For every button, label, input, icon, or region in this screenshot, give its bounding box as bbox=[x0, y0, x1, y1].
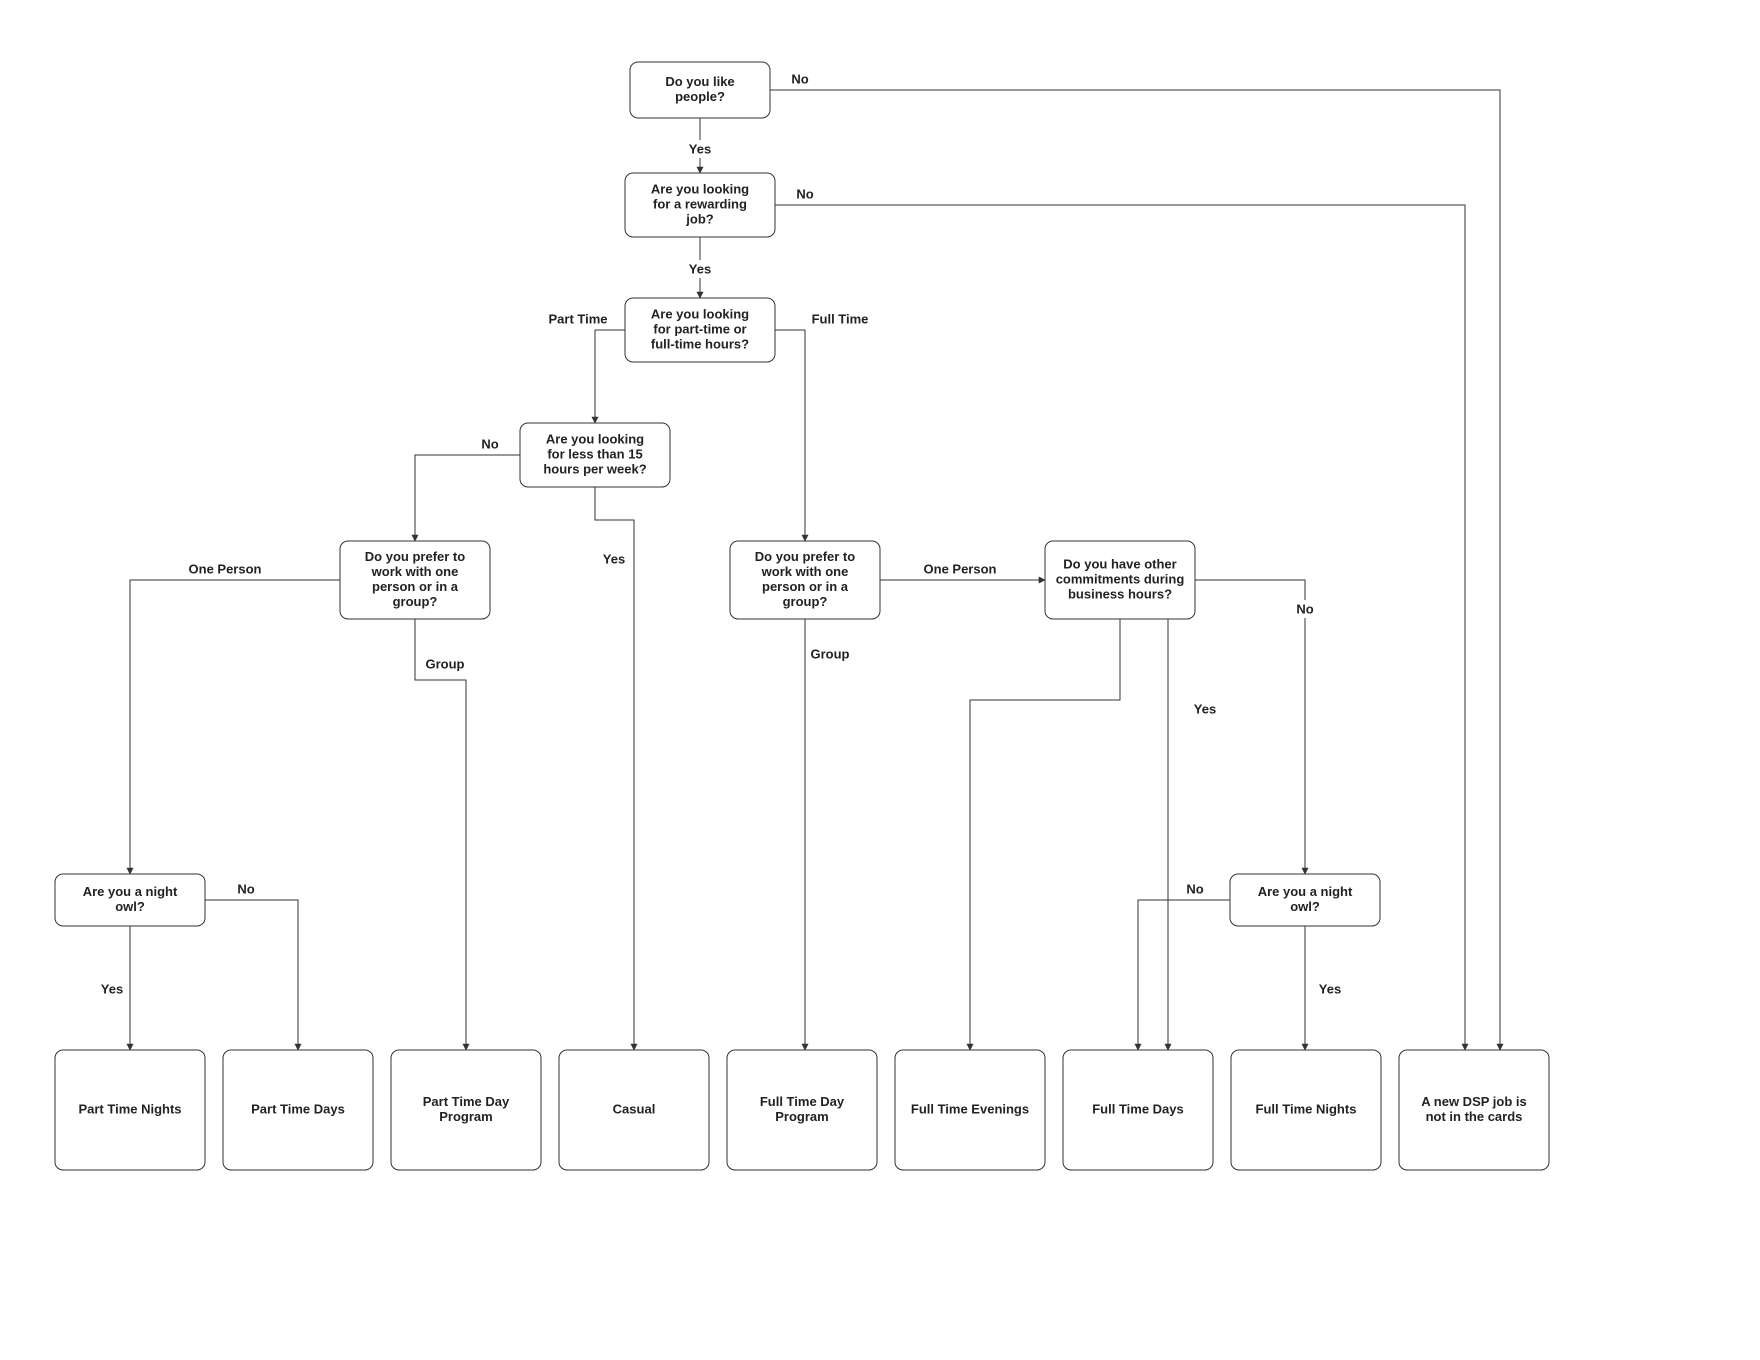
flow-node: Are you a nightowl? bbox=[1230, 874, 1380, 926]
flow-node: Part Time Days bbox=[223, 1050, 373, 1170]
node-label: Do you have other bbox=[1063, 556, 1176, 571]
flow-node: Full Time Evenings bbox=[895, 1050, 1045, 1170]
node-label: Are you looking bbox=[546, 431, 644, 446]
node-label: Do you like bbox=[665, 74, 734, 89]
node-label: Are you a night bbox=[83, 884, 178, 899]
node-label: Part Time Days bbox=[251, 1101, 345, 1116]
flow-edge bbox=[130, 580, 340, 874]
node-label: Part Time Nights bbox=[78, 1101, 181, 1116]
flow-edge bbox=[595, 330, 625, 423]
edge-label: One Person bbox=[924, 561, 997, 576]
node-label: business hours? bbox=[1068, 586, 1172, 601]
flow-node: Are you a nightowl? bbox=[55, 874, 205, 926]
node-label: full-time hours? bbox=[651, 336, 749, 351]
node-label: Full Time Nights bbox=[1256, 1101, 1357, 1116]
flow-edge bbox=[205, 900, 298, 1050]
node-label: Program bbox=[439, 1109, 492, 1124]
node-label: group? bbox=[783, 594, 828, 609]
node-label: Are you looking bbox=[651, 306, 749, 321]
edge-label: Yes bbox=[1319, 981, 1341, 996]
node-label: work with one bbox=[761, 564, 849, 579]
node-label: Do you prefer to bbox=[365, 549, 465, 564]
edge-label: Yes bbox=[101, 981, 123, 996]
edge-label: No bbox=[1186, 881, 1203, 896]
edge-label: Group bbox=[811, 646, 850, 661]
node-label: hours per week? bbox=[543, 461, 646, 476]
node-label: job? bbox=[685, 211, 713, 226]
node-label: for a rewarding bbox=[653, 196, 747, 211]
node-label: commitments during bbox=[1056, 571, 1185, 586]
edge-label: Part Time bbox=[548, 311, 607, 326]
node-label: for less than 15 bbox=[547, 446, 642, 461]
flow-node: Full Time Nights bbox=[1231, 1050, 1381, 1170]
edge-label: Yes bbox=[689, 261, 711, 276]
edge-label: No bbox=[796, 186, 813, 201]
edge-label: No bbox=[791, 71, 808, 86]
node-label: people? bbox=[675, 89, 725, 104]
node-label: Casual bbox=[613, 1101, 656, 1116]
edge-label: No bbox=[1296, 601, 1313, 616]
flow-node: Full Time Days bbox=[1063, 1050, 1213, 1170]
flow-edge bbox=[775, 330, 805, 541]
flow-node: A new DSP job isnot in the cards bbox=[1399, 1050, 1549, 1170]
node-label: Full Time Evenings bbox=[911, 1101, 1029, 1116]
edge-label: No bbox=[237, 881, 254, 896]
flow-node: Do you prefer towork with oneperson or i… bbox=[340, 541, 490, 619]
node-label: owl? bbox=[115, 899, 145, 914]
node-label: Full Time Days bbox=[1092, 1101, 1184, 1116]
flow-node: Part Time Nights bbox=[55, 1050, 205, 1170]
node-label: A new DSP job is bbox=[1421, 1094, 1526, 1109]
node-label: not in the cards bbox=[1426, 1109, 1523, 1124]
flow-edge bbox=[415, 455, 520, 541]
flow-edge bbox=[970, 619, 1120, 1050]
flow-edge bbox=[415, 619, 466, 1050]
edge-label: Group bbox=[426, 656, 465, 671]
flow-node: Do you likepeople? bbox=[630, 62, 770, 118]
node-label: owl? bbox=[1290, 899, 1320, 914]
edge-label: Yes bbox=[603, 551, 625, 566]
node-label: work with one bbox=[371, 564, 459, 579]
node-label: group? bbox=[393, 594, 438, 609]
flow-edge bbox=[1195, 580, 1305, 874]
flow-node: Do you prefer towork with oneperson or i… bbox=[730, 541, 880, 619]
node-label: Are you looking bbox=[651, 181, 749, 196]
node-label: Program bbox=[775, 1109, 828, 1124]
node-label: Are you a night bbox=[1258, 884, 1353, 899]
flow-edge bbox=[1138, 900, 1230, 1050]
flow-node: Casual bbox=[559, 1050, 709, 1170]
flowchart-canvas: Yes No Yes No Part Time Full Time Yes No One Per… bbox=[0, 0, 1760, 1360]
flow-node: Are you lookingfor less than 15hours per… bbox=[520, 423, 670, 487]
node-label: Part Time Day bbox=[423, 1094, 510, 1109]
flow-node: Do you have othercommitments duringbusin… bbox=[1045, 541, 1195, 619]
node-label: person or in a bbox=[762, 579, 849, 594]
node-label: Full Time Day bbox=[760, 1094, 845, 1109]
edge-label: Full Time bbox=[812, 311, 869, 326]
edge-label: Yes bbox=[1194, 701, 1216, 716]
edge-label: Yes bbox=[689, 141, 711, 156]
node-label: Do you prefer to bbox=[755, 549, 855, 564]
flow-edge bbox=[595, 487, 634, 1050]
flow-node: Are you lookingfor a rewardingjob? bbox=[625, 173, 775, 237]
flow-node: Full Time DayProgram bbox=[727, 1050, 877, 1170]
edge-label: One Person bbox=[189, 561, 262, 576]
flow-node: Are you lookingfor part-time orfull-time… bbox=[625, 298, 775, 362]
flow-node: Part Time DayProgram bbox=[391, 1050, 541, 1170]
edge-label: No bbox=[481, 436, 498, 451]
node-label: person or in a bbox=[372, 579, 459, 594]
node-label: for part-time or bbox=[653, 321, 746, 336]
